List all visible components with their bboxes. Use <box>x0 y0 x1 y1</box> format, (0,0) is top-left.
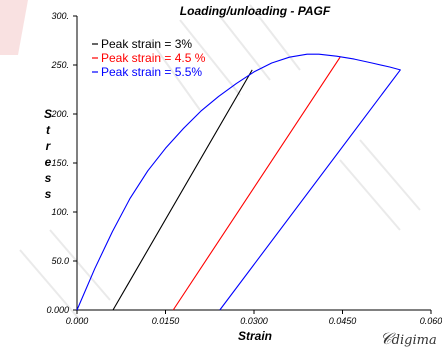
decorative-red-block <box>0 0 28 55</box>
x-ticks: 0.000 0.0150 0.0300 0.0450 0.060 <box>66 310 442 326</box>
legend: Peak strain = 3%Peak strain = 4.5 %Peak … <box>92 37 206 79</box>
series-line-3 <box>76 53 401 311</box>
series-line-2 <box>172 56 341 311</box>
series-line-1 <box>112 69 253 311</box>
y-axis-label-letter: e <box>45 155 52 169</box>
chart-title: Loading/unloading - PAGF <box>180 4 331 18</box>
x-axis-label: Strain <box>238 329 272 343</box>
y-axis-label-letter: s <box>45 187 52 201</box>
y-tick-label: 300. <box>51 11 69 21</box>
y-tick-label: 50.0 <box>51 256 69 266</box>
y-axis-label-letter: s <box>45 171 52 185</box>
legend-label: Peak strain = 4.5 % <box>101 51 206 65</box>
y-ticks: 0.000 50.0 100. 150. 200. 250. 300. <box>46 11 77 315</box>
x-tick-label: 0.000 <box>66 316 89 326</box>
x-tick-label: 0.0450 <box>329 316 357 326</box>
legend-label: Peak strain = 5.5% <box>101 65 202 79</box>
y-axis-label-letter: t <box>46 123 51 137</box>
x-tick-label: 0.0150 <box>152 316 180 326</box>
y-axis-label-letter: S <box>44 107 52 121</box>
y-tick-label: 200. <box>50 109 69 119</box>
y-axis-label-letter: r <box>46 139 52 153</box>
legend-label: Peak strain = 3% <box>101 37 192 51</box>
series-layer <box>76 53 401 311</box>
y-tick-label: 0.000 <box>46 305 69 315</box>
logo-text: digima <box>392 333 437 348</box>
x-tick-label: 0.0300 <box>240 316 268 326</box>
background-watermark <box>19 4 421 321</box>
digima-logo: 𝒞digima <box>380 329 437 348</box>
y-tick-label: 100. <box>51 207 69 217</box>
y-tick-label: 250. <box>50 60 69 70</box>
x-tick-label: 0.060 <box>420 316 442 326</box>
y-tick-label: 150. <box>51 158 69 168</box>
